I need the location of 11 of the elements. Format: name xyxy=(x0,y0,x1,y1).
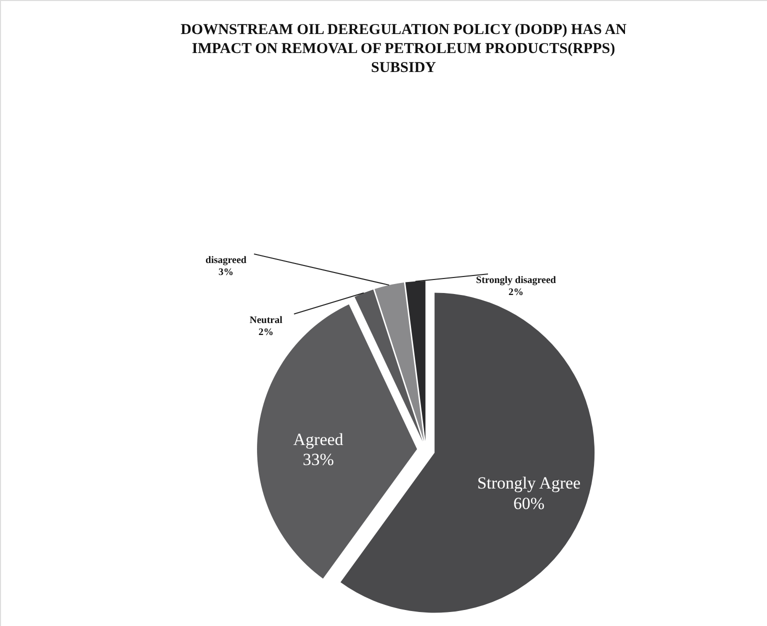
slice-label: Neutral xyxy=(250,315,283,326)
slice-label: Strongly disagreed xyxy=(476,275,556,286)
data-label: 33% xyxy=(302,450,334,470)
slice-label: Strongly Agree xyxy=(477,473,581,492)
data-label: 3% xyxy=(218,267,234,278)
data-label: 2% xyxy=(508,287,524,298)
data-label: 60% xyxy=(513,494,544,513)
slice-label: Agreed xyxy=(293,430,344,449)
data-label: 2% xyxy=(258,327,274,338)
slice-label: disagreed xyxy=(206,255,247,266)
chart-title: DOWNSTREAM OIL DEREGULATION POLICY (DODP) HAS AN IMPACT ON REMOVAL OF PETROLEUM PRODUCTS(RPPS) SUBSIDY xyxy=(180,22,627,76)
